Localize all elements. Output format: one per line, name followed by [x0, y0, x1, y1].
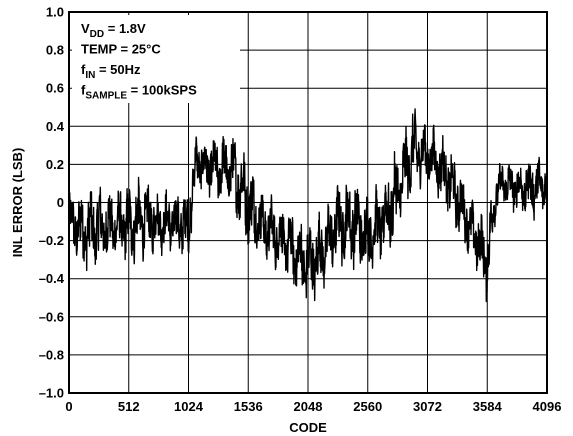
y-tick-label: –0.8	[39, 347, 64, 362]
y-tick-label: 0.4	[46, 119, 65, 134]
x-tick-label: 2560	[353, 399, 382, 414]
condition-line: fSAMPLE = 100kSPS	[81, 83, 197, 102]
condition-line: TEMP = 25°C	[81, 42, 161, 57]
condition-line: fIN = 50Hz	[81, 62, 141, 81]
x-axis: 0 512 1024 1536 2048 2560 3072 3584 4096	[65, 399, 561, 414]
y-tick-label: –0.4	[39, 271, 65, 286]
conditions-box	[72, 15, 240, 103]
x-tick-label: 3584	[473, 399, 503, 414]
y-tick-label: 0.6	[46, 81, 64, 96]
y-axis-title: INL ERROR (LSB)	[10, 148, 25, 258]
y-tick-label: 0.2	[46, 157, 64, 172]
condition-line: VDD = 1.8V	[81, 21, 146, 40]
series-inl	[68, 108, 548, 303]
x-tick-label: 1024	[174, 399, 204, 414]
plot-frame	[68, 11, 548, 394]
x-tick-label: 1536	[234, 399, 263, 414]
y-tick-label: –0.6	[39, 309, 64, 324]
y-tick-label: 0	[57, 195, 64, 210]
inl-trace	[68, 108, 548, 303]
y-tick-label: 1.0	[46, 5, 64, 20]
x-tick-label: 4096	[533, 399, 562, 414]
test-conditions: VDD = 1.8V TEMP = 25°C fIN = 50Hz fSAMPLE =…	[72, 15, 240, 103]
y-tick-label: –1.0	[39, 386, 64, 401]
y-tick-label: –0.2	[39, 233, 64, 248]
x-tick-label: 0	[65, 399, 72, 414]
y-axis: –1.0 –0.8 –0.6 –0.4 –0.2 0 0.2 0.4 0.6 0.8 1.0	[39, 5, 65, 401]
x-tick-label: 3072	[413, 399, 442, 414]
x-tick-label: 2048	[294, 399, 323, 414]
y-tick-label: 0.8	[46, 43, 64, 58]
x-axis-title: CODE	[289, 420, 327, 435]
x-tick-label: 512	[118, 399, 140, 414]
